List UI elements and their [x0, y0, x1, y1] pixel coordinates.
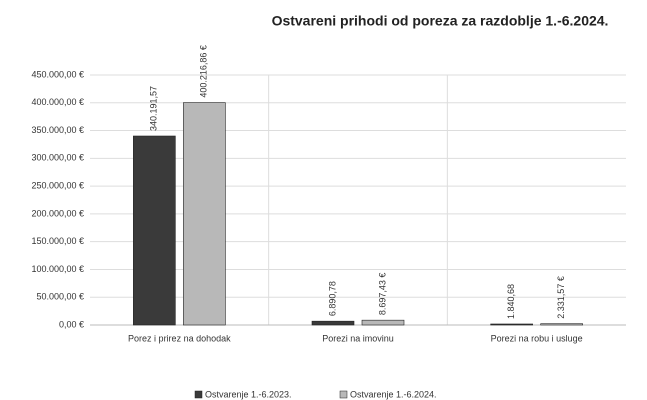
legend-swatch	[339, 390, 348, 399]
y-tick-label: 350.000,00 €	[31, 125, 84, 135]
data-label: 2.331,57 €	[556, 276, 566, 319]
bar	[540, 323, 583, 326]
y-tick-label: 50.000,00 €	[36, 292, 84, 302]
y-tick-label: 200.000,00 €	[31, 208, 84, 218]
x-tick-label: Porezi na imovinu	[322, 333, 394, 343]
data-label: 6.890,78	[327, 281, 337, 316]
y-tick-label: 450.000,00 €	[31, 69, 84, 79]
data-label: 1.840,68	[506, 284, 516, 319]
y-tick-label: 100.000,00 €	[31, 264, 84, 274]
y-tick-label: 150.000,00 €	[31, 236, 84, 246]
bar	[490, 323, 533, 326]
bar	[183, 102, 226, 326]
y-tick-label: 250.000,00 €	[31, 180, 84, 190]
bar	[311, 320, 355, 326]
y-tick-label: 300.000,00 €	[31, 153, 84, 163]
x-tick-label: Porez i prirez na dohodak	[128, 333, 231, 343]
data-label: 340.191,57	[149, 86, 159, 131]
legend-label: Ostvarenje 1.-6.2024.	[350, 389, 437, 399]
bar	[361, 319, 405, 326]
y-tick-label: 400.000,00 €	[31, 97, 84, 107]
legend-label: Ostvarenje 1.-6.2023.	[205, 389, 292, 399]
data-label: 8.697,43 €	[377, 273, 387, 316]
bar	[133, 135, 176, 326]
x-tick-label: Porezi na robu i usluge	[491, 333, 583, 343]
data-label: 400.216,86 €	[199, 45, 209, 98]
y-tick-label: 0,00 €	[59, 319, 84, 329]
chart-title: Ostvareni prihodi od poreza za razdoblje…	[272, 13, 609, 29]
legend-swatch	[194, 390, 203, 399]
